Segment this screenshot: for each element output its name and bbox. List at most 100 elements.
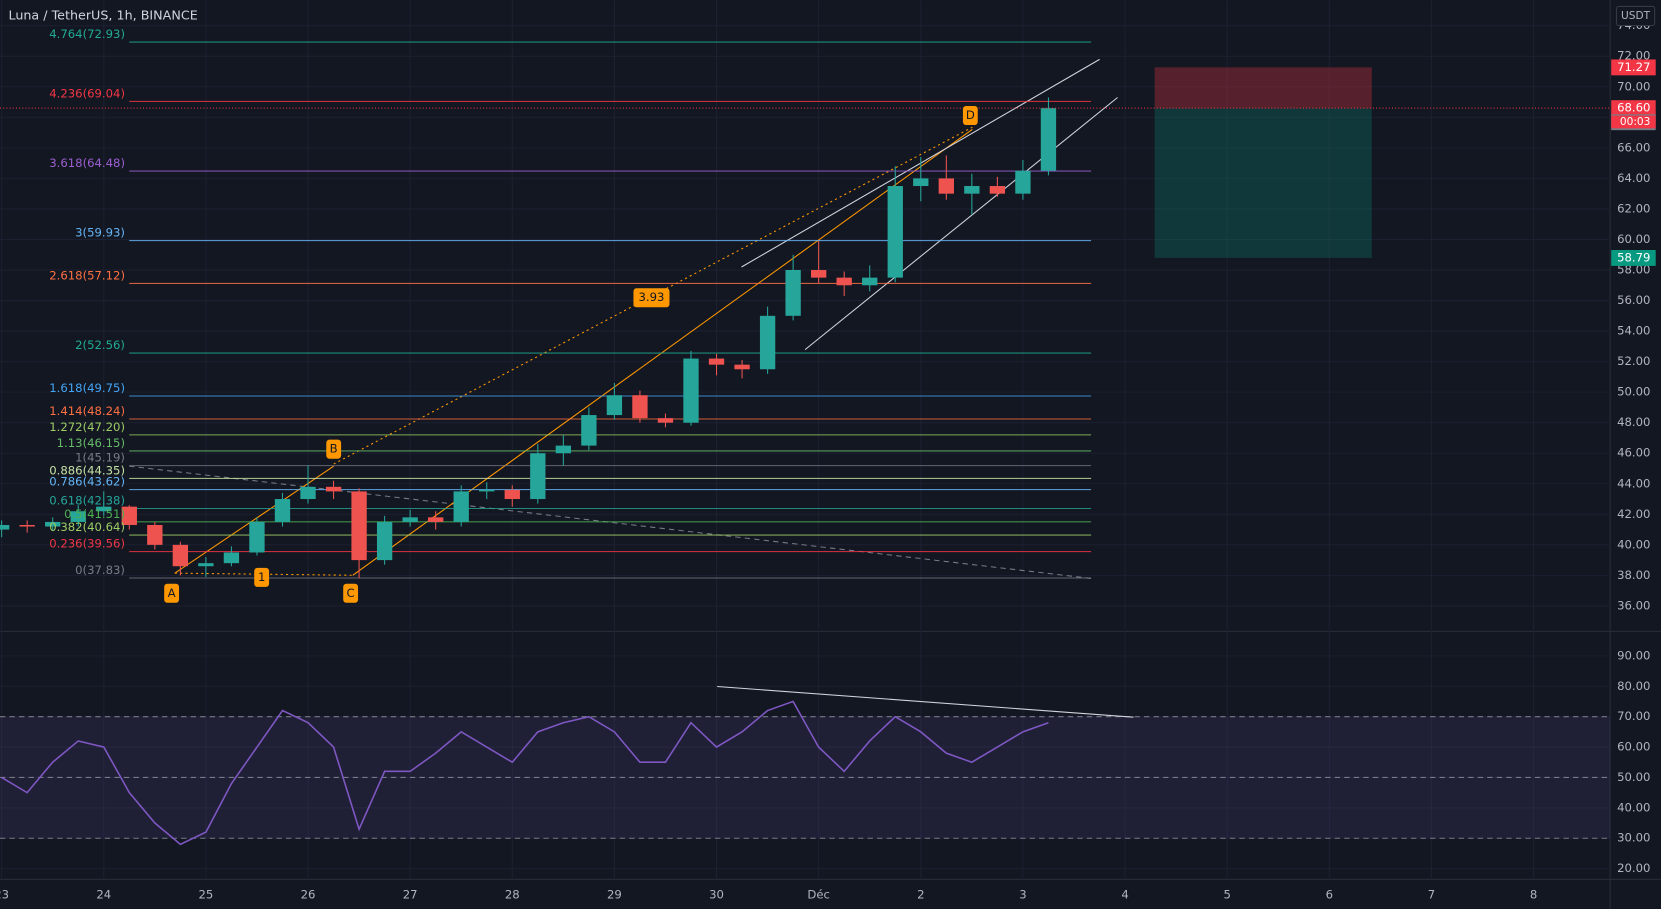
y-tick-label: 70.00 (1617, 709, 1650, 723)
pattern-label: 3.93 (639, 290, 665, 304)
candle-body (1040, 108, 1057, 171)
price-label: 58.79 (1617, 250, 1650, 264)
candle-body (453, 491, 469, 522)
candle-body (708, 358, 725, 365)
candle-body (989, 186, 1006, 194)
candle-body (555, 445, 571, 454)
y-tick-label: 38.00 (1617, 568, 1650, 582)
y-tick-label: 56.00 (1617, 293, 1650, 307)
candle-body (1015, 170, 1031, 194)
x-tick-label: 4 (1121, 888, 1128, 902)
y-tick-label: 52.00 (1617, 354, 1650, 368)
candle-body (606, 395, 623, 416)
fib-label: 0.236(39.56) (49, 537, 125, 551)
candle-body (683, 358, 699, 423)
y-tick-label: 30.00 (1617, 831, 1650, 845)
fib-label: 1.13(46.15) (57, 436, 125, 450)
pattern-label-box (633, 288, 670, 308)
x-tick-label: 24 (96, 888, 111, 902)
candle-body (147, 524, 163, 545)
y-tick-label: 48.00 (1617, 415, 1650, 429)
pattern-label: 1 (258, 570, 265, 584)
fib-label: 4.236(69.04) (49, 87, 125, 101)
pattern-label-box (962, 105, 978, 126)
pattern-label: D (966, 108, 975, 122)
divergence-line (717, 685, 1134, 718)
x-tick-label: 26 (301, 888, 316, 902)
x-tick-label: 5 (1223, 888, 1230, 902)
countdown: 00:03 (1620, 116, 1650, 128)
y-tick-label: 70.00 (1617, 79, 1650, 93)
candle-body (325, 486, 342, 492)
fib-label: 1.618(49.75) (49, 381, 125, 395)
y-tick-label: 72.00 (1617, 49, 1650, 63)
pattern-label-box (343, 583, 359, 603)
currency: USDT (1621, 10, 1651, 22)
pattern-label-box (164, 583, 180, 603)
y-tick-label: 40.00 (1617, 800, 1650, 814)
pattern-label-box (326, 439, 342, 459)
candle-body (938, 178, 954, 194)
pattern-label-box (254, 567, 270, 587)
x-tick-label: 2 (917, 888, 924, 902)
price-label-box (1611, 100, 1656, 117)
candle-body (479, 489, 495, 492)
labels: 2324252627282930Déc234567836.0038.0040.0… (0, 18, 1656, 902)
candle-body (913, 178, 929, 187)
price-label: 71.27 (1617, 60, 1650, 74)
candle-body (0, 524, 10, 530)
y-tick-label: 66.00 (1617, 140, 1650, 154)
chart-title: Luna / TetherUS, 1h, BINANCE (8, 7, 197, 22)
candle-body (70, 511, 86, 522)
candle-body (530, 453, 546, 500)
price-label-box (1611, 59, 1656, 76)
x-tick-label: 7 (1428, 888, 1435, 902)
candle-body (504, 489, 520, 500)
x-tick-label: 25 (198, 888, 213, 902)
x-tick-label: Déc (807, 888, 830, 902)
y-tick-label: 50.00 (1617, 770, 1650, 784)
price-label: 68.60 (1617, 101, 1650, 115)
x-tick-label: 8 (1530, 888, 1537, 902)
y-tick-label: 62.00 (1617, 201, 1650, 215)
candle-body (887, 186, 903, 278)
fib-label: 0(37.83) (75, 563, 125, 577)
countdown-box (1611, 115, 1656, 129)
candle-body (223, 552, 240, 564)
y-tick-label: 36.00 (1617, 598, 1650, 612)
y-tick-label: 44.00 (1617, 476, 1650, 490)
x-tick-label: 30 (709, 888, 724, 902)
candle-body (785, 270, 801, 316)
candle-body (402, 517, 418, 522)
candle-body (964, 186, 980, 194)
fib-label: 1.272(47.20) (49, 420, 125, 434)
candle-body (376, 521, 393, 561)
y-tick-label: 60.00 (1617, 740, 1650, 754)
y-tick-label: 60.00 (1617, 232, 1650, 246)
y-tick-label: 42.00 (1617, 507, 1650, 521)
candle-body (19, 524, 35, 527)
fib-label: 1.414(48.24) (49, 404, 125, 418)
candle-body (734, 364, 750, 370)
y-tick-label: 20.00 (1617, 861, 1650, 875)
y-tick-label: 50.00 (1617, 385, 1650, 399)
target-zone (1154, 108, 1372, 258)
candle-body (428, 517, 444, 522)
x-tick-label: 29 (607, 888, 622, 902)
candle-body (351, 491, 367, 561)
candle-body (581, 415, 597, 446)
fib-label: 3.618(64.48) (49, 156, 125, 170)
y-tick-label: 58.00 (1617, 263, 1650, 277)
candle-body (172, 544, 189, 567)
x-tick-label: 28 (505, 888, 520, 902)
fib-label: 2.618(57.12) (49, 269, 125, 283)
candle-body (836, 277, 852, 286)
x-tick-label: 6 (1326, 888, 1333, 902)
candle-body (811, 270, 827, 278)
candle-body (198, 563, 214, 567)
candle-body (759, 315, 776, 370)
y-tick-label: 80.00 (1617, 679, 1650, 693)
